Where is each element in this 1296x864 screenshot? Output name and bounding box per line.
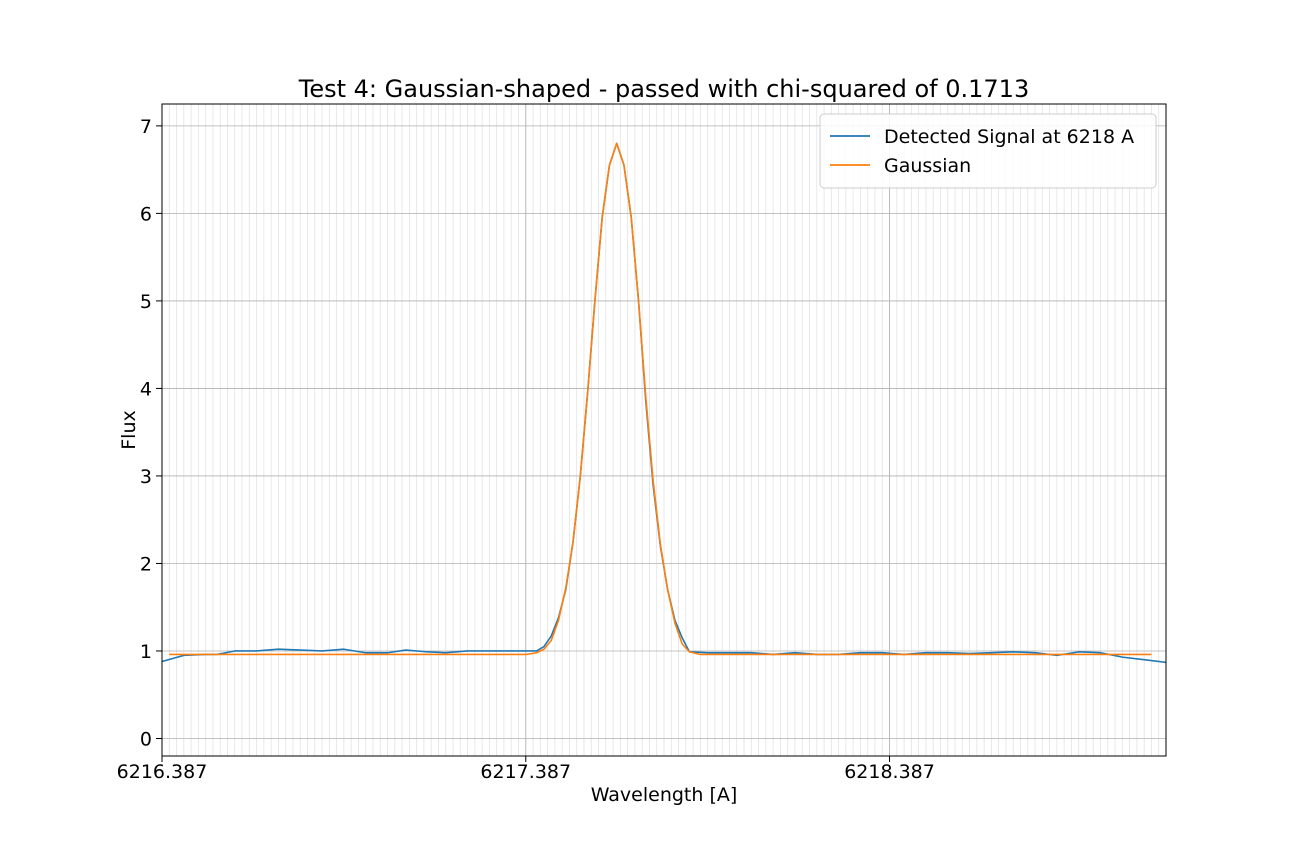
chart-title: Test 4: Gaussian-shaped - passed with ch… (298, 75, 1029, 103)
legend-label-detected-signal: Detected Signal at 6218 A (884, 126, 1134, 148)
x-tick-label: 6217.387 (480, 761, 571, 783)
legend-box (819, 113, 1157, 189)
y-tick-label: 1 (140, 641, 152, 663)
y-tick-label: 4 (140, 378, 152, 400)
minor-grid (161, 104, 1167, 756)
y-tick-label: 3 (140, 466, 152, 488)
ticks-layer: 6216.387 6217.387 6218.387 0 1 2 3 4 5 6 7 (117, 116, 935, 783)
y-tick-label: 2 (140, 553, 152, 575)
y-axis-label: Flux (118, 410, 140, 450)
x-tick-label: 6216.387 (117, 761, 208, 783)
y-tick-label: 6 (140, 203, 152, 225)
legend-label-gaussian: Gaussian (884, 155, 971, 177)
y-tick-label: 7 (140, 116, 152, 138)
x-tick-label: 6218.387 (844, 761, 935, 783)
legend: Detected Signal at 6218 A Gaussian (819, 113, 1157, 189)
y-tick-label: 5 (140, 291, 152, 313)
y-tick-label: 0 (140, 728, 152, 750)
series-layer (161, 142, 1167, 664)
series-line-gaussian (169, 142, 1152, 656)
plot-frame (161, 103, 1167, 757)
x-axis-label: Wavelength [A] (591, 784, 738, 806)
